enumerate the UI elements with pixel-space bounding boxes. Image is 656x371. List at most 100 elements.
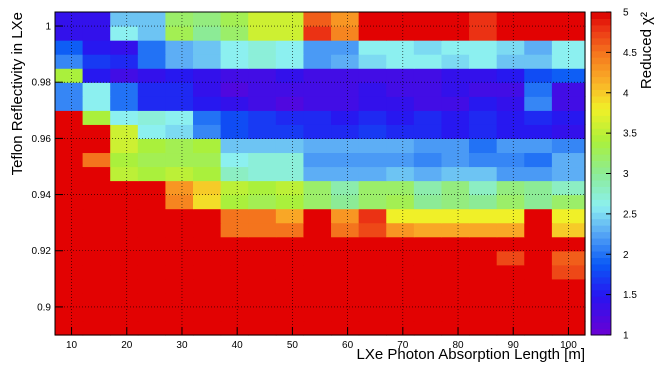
heatmap-cell (275, 26, 305, 41)
heatmap-cell (137, 40, 167, 55)
heatmap-cell (165, 152, 194, 168)
palette-swatch (591, 322, 611, 330)
heatmap-cell (275, 68, 305, 83)
heatmap-cell (137, 82, 167, 97)
heatmap-cell (165, 96, 194, 111)
heatmap-cell (275, 110, 305, 125)
heatmap-cell (469, 68, 498, 83)
heatmap-cell (524, 96, 553, 111)
heatmap-cell (496, 180, 525, 196)
heatmap-cell (441, 278, 470, 294)
x-axis: 10 20 30 40 50 60 70 80 90 100 (66, 327, 577, 351)
heatmap-cell (248, 194, 277, 210)
heatmap-cell (469, 110, 498, 125)
heatmap-cell (413, 222, 443, 238)
heatmap-cell (386, 236, 415, 252)
heatmap-cell (248, 180, 277, 196)
x-tick-label: 100 (560, 340, 577, 351)
color-palette: 1 1.5 2 2.5 3 3.5 4 4.5 5 (590, 8, 637, 342)
heatmap-cell (110, 40, 139, 55)
heatmap-cell (137, 236, 167, 252)
heatmap-cell (331, 138, 360, 154)
heatmap-cell (524, 82, 553, 97)
palette-tick-label: 4.5 (623, 48, 637, 59)
heatmap-cell (110, 96, 139, 111)
heatmap-cell (220, 278, 249, 294)
heatmap-cell (331, 54, 360, 69)
heatmap-cell (469, 222, 498, 238)
y-tick-label: 0.96 (32, 134, 52, 145)
heatmap-cell (413, 320, 443, 336)
heatmap-cell (82, 208, 111, 224)
heatmap-cell (386, 152, 415, 168)
heatmap-cell (524, 292, 553, 308)
heatmap-cell (248, 236, 277, 252)
heatmap-cell (551, 222, 586, 238)
heatmap-cell (275, 320, 305, 336)
heatmap-cell (55, 208, 84, 224)
heatmap-cell (551, 26, 586, 41)
heatmap-cell (248, 124, 277, 139)
heatmap-cell (303, 208, 332, 224)
heatmap-cell (275, 180, 305, 196)
heatmap-cell (413, 264, 443, 280)
heatmap-cell (248, 110, 277, 125)
heatmap-cell (55, 96, 84, 111)
heatmap-cell (441, 222, 470, 238)
palette-swatch (591, 108, 611, 116)
heatmap-cell (248, 54, 277, 69)
heatmap-cell (413, 40, 443, 55)
palette-tick-label: 5 (623, 8, 629, 19)
heatmap-cell (331, 306, 360, 322)
heatmap-cell (220, 222, 249, 238)
heatmap-cell (386, 278, 415, 294)
heatmap-cell (165, 208, 194, 224)
heatmap-cell (165, 138, 194, 154)
heatmap-cell (358, 208, 387, 224)
heatmap-cell (110, 82, 139, 97)
heatmap-cell (193, 194, 222, 210)
heatmap-cell (137, 124, 167, 139)
heatmap-cell (496, 110, 525, 125)
heatmap-cell (303, 264, 332, 280)
heatmap-cell (165, 124, 194, 139)
heatmap-cell (110, 306, 139, 322)
heatmap-cell (386, 208, 415, 224)
heatmap-cell (137, 180, 167, 196)
heatmap-cell (220, 40, 249, 55)
x-tick-label: 50 (287, 340, 299, 351)
heatmap-cell (496, 292, 525, 308)
heatmap-cell (551, 166, 586, 182)
x-axis-title: LXe Photon Absorption Length [m] (357, 346, 586, 363)
heatmap-cell (551, 124, 586, 139)
heatmap-cell (137, 96, 167, 111)
palette-swatch (591, 50, 611, 58)
heatmap-cell (496, 40, 525, 55)
heatmap-cell (82, 264, 111, 280)
heatmap-cell (331, 320, 360, 336)
heatmap-cell (137, 306, 167, 322)
heatmap-cell (331, 166, 360, 182)
heatmap-cell (524, 250, 553, 266)
heatmap-cell (524, 110, 553, 125)
palette-swatch (591, 57, 611, 65)
heatmap-cell (413, 124, 443, 139)
palette-swatch (591, 315, 611, 323)
heatmap-cell (413, 208, 443, 224)
heatmap-cell (220, 166, 249, 182)
heatmap-cell (248, 166, 277, 182)
heatmap-cell (551, 82, 586, 97)
heatmap-cell (193, 250, 222, 266)
heatmap-cell (303, 152, 332, 168)
heatmap-cell (413, 68, 443, 83)
heatmap-cell (386, 292, 415, 308)
heatmap-cell (496, 166, 525, 182)
heatmap-cell (524, 180, 553, 196)
heatmap-cell (413, 12, 443, 27)
heatmap-cell (496, 320, 525, 336)
heatmap-cell (248, 222, 277, 238)
palette-swatch (591, 37, 611, 45)
heatmap-cell (275, 152, 305, 168)
heatmap-cell (55, 278, 84, 294)
heatmap-cell (358, 124, 387, 139)
